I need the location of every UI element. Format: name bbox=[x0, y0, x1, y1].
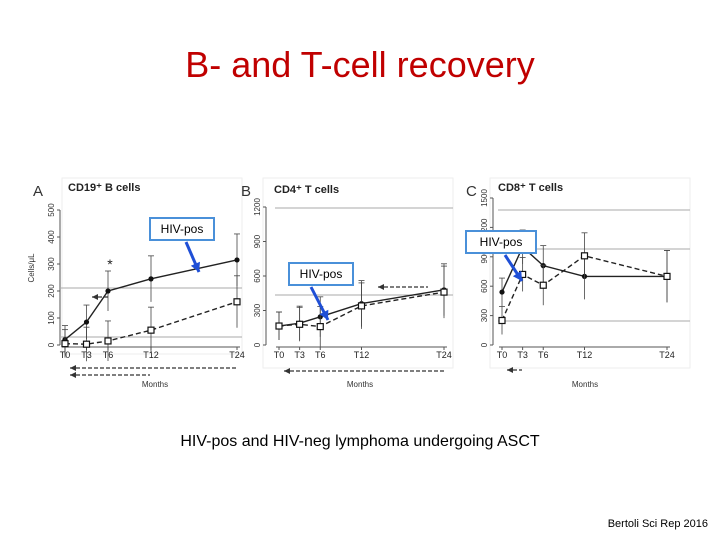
data-point-circle bbox=[234, 257, 240, 263]
citation: Bertoli Sci Rep 2016 bbox=[607, 518, 708, 530]
panel-title: CD19⁺ B cells bbox=[68, 182, 140, 194]
y-tick-label: 1200 bbox=[253, 198, 262, 216]
data-point-square bbox=[498, 316, 506, 325]
hiv-pos-callout: HIV-pos bbox=[465, 230, 537, 282]
data-point-square bbox=[61, 340, 69, 348]
x-tick-label: T12 bbox=[577, 350, 593, 360]
range-arrow-b-head bbox=[284, 368, 290, 374]
data-point-circle bbox=[499, 289, 505, 295]
range-arrow-a-2-head bbox=[70, 372, 76, 378]
data-point-square bbox=[316, 323, 324, 331]
slide-title: B- and T-cell recovery bbox=[185, 44, 535, 85]
data-point-square bbox=[147, 326, 155, 334]
range-arrow-a-1-head bbox=[70, 365, 76, 371]
x-tick-label: T3 bbox=[517, 350, 528, 360]
range-arrow-c-head bbox=[507, 367, 513, 373]
callout-arrow-head bbox=[512, 270, 522, 281]
panel-frame bbox=[489, 177, 691, 369]
callout-label: HIV-pos bbox=[161, 222, 204, 236]
data-point-square bbox=[440, 288, 448, 296]
x-axis-label: Months bbox=[142, 380, 168, 389]
panel-a: A CD19⁺ B cells0100200300400500Cells/μLT0… bbox=[27, 177, 245, 389]
x-tick-label: T24 bbox=[229, 350, 245, 360]
x-tick-label: T24 bbox=[436, 350, 452, 360]
data-point-square bbox=[296, 320, 304, 328]
x-tick-label: T0 bbox=[497, 350, 508, 360]
y-axis-label: Cells/μL bbox=[27, 253, 36, 283]
y-tick-label: 300 bbox=[480, 308, 489, 322]
panel-c: C CD8⁺ T cells 0 300 600 900 1200 1500 T0 T3 T6 T12… bbox=[466, 177, 691, 389]
y-tick-label: 0 bbox=[480, 342, 489, 347]
x-axis-label: Months bbox=[347, 380, 373, 389]
callout-label: HIV-pos bbox=[300, 267, 343, 281]
panel-label: B bbox=[241, 183, 251, 200]
hiv-pos-callout: HIV-pos bbox=[288, 262, 354, 321]
x-tick-label: T3 bbox=[294, 350, 305, 360]
y-tick-label: 300 bbox=[253, 303, 262, 317]
y-tick-label: 200 bbox=[47, 284, 56, 298]
y-tick-label: 600 bbox=[253, 269, 262, 283]
panel-title: CD8⁺ T cells bbox=[498, 182, 563, 194]
slide-subtitle: HIV-pos and HIV-neg lymphoma undergoing … bbox=[180, 433, 540, 450]
panel-frame bbox=[61, 177, 243, 355]
x-tick-label: T24 bbox=[659, 350, 675, 360]
callout-box bbox=[288, 262, 354, 286]
x-tick-label: T0 bbox=[274, 350, 285, 360]
significance-star: * bbox=[107, 256, 113, 272]
y-tick-label: 100 bbox=[47, 311, 56, 325]
y-tick-label: 600 bbox=[480, 279, 489, 293]
y-tick-label: 300 bbox=[47, 257, 56, 271]
panel-frame bbox=[262, 177, 454, 369]
data-point-square bbox=[275, 322, 283, 330]
data-point-square bbox=[233, 298, 241, 306]
y-tick-label: 900 bbox=[253, 234, 262, 248]
data-point-circle bbox=[148, 276, 154, 282]
data-point-square bbox=[580, 252, 589, 260]
y-tick-label: 1500 bbox=[480, 189, 489, 207]
y-tick-label: 0 bbox=[47, 342, 56, 347]
callout-box bbox=[465, 230, 537, 254]
y-tick-label: 900 bbox=[480, 250, 489, 264]
y-tick-label: 400 bbox=[47, 230, 56, 244]
callout-arrow-head bbox=[319, 309, 329, 320]
data-point-square bbox=[539, 281, 547, 289]
panel-label: C bbox=[466, 183, 477, 200]
hiv-pos-callout: HIV-pos bbox=[149, 217, 215, 273]
x-tick-label: T6 bbox=[315, 350, 326, 360]
y-tick-label: 1200 bbox=[480, 218, 489, 236]
callout-arrow-head bbox=[190, 261, 201, 272]
data-point-square bbox=[357, 302, 366, 310]
range-arrow-b-inner-head bbox=[378, 284, 384, 290]
data-point-circle bbox=[105, 288, 111, 294]
panel-label: A bbox=[33, 183, 43, 200]
data-point-circle bbox=[83, 319, 90, 325]
range-arrow-a-inner-head bbox=[92, 294, 98, 300]
y-tick-label: 0 bbox=[253, 342, 262, 347]
data-point-square bbox=[104, 337, 112, 345]
panel-b: B CD4⁺ T cells 0 300 600 900 1200 T0 T3 T6 T12 T24 M… bbox=[241, 177, 454, 389]
data-point-square bbox=[663, 272, 671, 280]
x-axis-label: Months bbox=[572, 380, 598, 389]
callout-box bbox=[149, 217, 215, 241]
x-tick-label: T12 bbox=[143, 350, 159, 360]
x-tick-label: T6 bbox=[538, 350, 549, 360]
data-point-square bbox=[82, 340, 91, 348]
y-tick-label: 500 bbox=[47, 203, 56, 217]
panel-title: CD4⁺ T cells bbox=[274, 184, 339, 196]
callout-label: HIV-pos bbox=[480, 235, 523, 249]
x-tick-label: T12 bbox=[354, 350, 370, 360]
